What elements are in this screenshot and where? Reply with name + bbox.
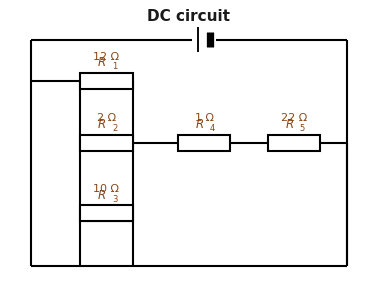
Bar xyxy=(178,135,230,151)
Bar xyxy=(80,73,133,89)
Text: 5: 5 xyxy=(300,124,305,133)
Bar xyxy=(268,135,320,151)
Text: 1 Ω: 1 Ω xyxy=(195,113,214,123)
Text: 22 Ω: 22 Ω xyxy=(281,113,307,123)
Text: 3: 3 xyxy=(112,195,118,204)
Text: R: R xyxy=(98,56,106,69)
Text: 2: 2 xyxy=(112,124,117,133)
Text: R: R xyxy=(195,118,204,131)
Text: 10 Ω: 10 Ω xyxy=(93,184,119,194)
Text: 4: 4 xyxy=(210,124,215,133)
Text: DC circuit: DC circuit xyxy=(147,9,231,24)
Text: R: R xyxy=(285,118,294,131)
Text: 12 Ω: 12 Ω xyxy=(93,52,119,61)
Text: R: R xyxy=(98,118,106,131)
Text: 2 Ω: 2 Ω xyxy=(97,113,116,123)
Bar xyxy=(80,205,133,221)
Text: 1: 1 xyxy=(112,62,117,71)
Bar xyxy=(80,135,133,151)
Text: R: R xyxy=(98,189,106,202)
